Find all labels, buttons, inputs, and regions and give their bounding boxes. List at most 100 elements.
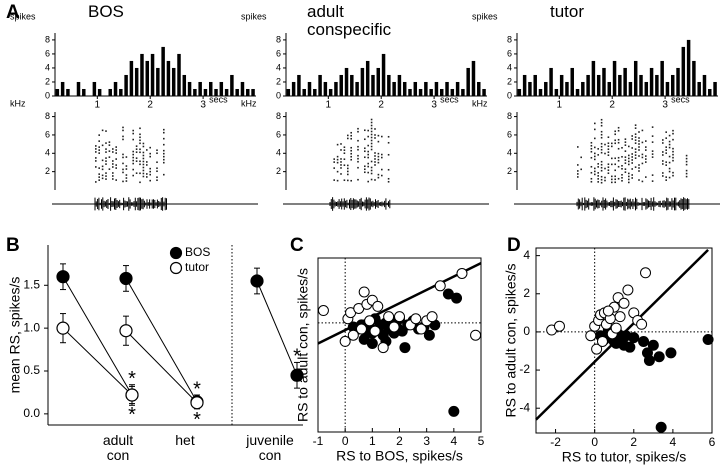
data-point: [665, 347, 677, 359]
spectrogram-dot: [367, 162, 369, 165]
spectrogram-dot: [377, 161, 380, 164]
pair-line: [125, 330, 198, 404]
histogram-bar: [214, 88, 218, 96]
spectrogram-dot: [638, 164, 640, 166]
spectrogram-dot: [101, 177, 104, 180]
histogram-bar: [596, 74, 601, 96]
histogram-bar: [203, 88, 208, 96]
spectrogram-dot: [621, 179, 623, 182]
histogram-bar: [544, 81, 548, 96]
histogram-bar: [559, 74, 564, 96]
histogram-bar: [286, 88, 291, 96]
histogram-bar: [339, 74, 343, 96]
panel-letter: C: [290, 235, 304, 256]
spectrogram-dot: [617, 177, 620, 180]
spectrogram-dot: [594, 173, 596, 176]
y-tick-label: 1.5: [23, 277, 40, 291]
spectrogram-dot: [685, 169, 688, 172]
data-point: [372, 300, 384, 312]
spectrogram-dot: [132, 153, 134, 156]
spectrogram-dot: [350, 146, 352, 149]
histogram-bar: [76, 81, 81, 96]
x-tick-label: 4: [670, 435, 677, 449]
spectrogram-dot: [132, 168, 134, 171]
data-point: [702, 334, 714, 346]
spectrogram-dot: [347, 134, 349, 137]
fit-line: [317, 262, 482, 345]
histogram-bar: [644, 81, 649, 96]
spectrogram-dot: [580, 168, 582, 171]
spectrogram-dot: [685, 160, 688, 163]
spectrogram-dot: [112, 166, 114, 168]
spectrogram-dot: [336, 143, 339, 146]
x-tick-label: 0: [591, 435, 598, 449]
spectrogram-dot: [95, 151, 97, 153]
spectrogram-dot: [665, 164, 667, 166]
x-category-label: juvenile con: [246, 432, 294, 463]
spectrogram-dot: [617, 129, 620, 132]
spectrogram-dot: [98, 146, 100, 148]
data-point: [628, 332, 640, 344]
spectrogram-dot: [651, 141, 654, 143]
data-point: [355, 323, 367, 335]
histogram-bar: [297, 74, 301, 96]
spectrogram-dot: [665, 179, 667, 181]
histogram-bar: [387, 74, 391, 96]
x-tick-label: 2: [147, 100, 153, 111]
spectrogram-dot: [685, 172, 688, 175]
x-axis-label: RS to tutor, spikes/s: [562, 449, 687, 465]
data-point: [434, 280, 446, 292]
y-axis-label: spikes: [10, 11, 36, 21]
pair-line: [256, 280, 298, 376]
spectrogram-dot: [638, 146, 640, 148]
spectrogram-dot: [336, 170, 339, 173]
spectrogram-dot: [149, 146, 151, 149]
spectrogram-dot: [122, 126, 124, 129]
y-tick-label: -2: [519, 362, 530, 376]
spectrogram-dot: [662, 151, 664, 153]
spectrogram-dot: [641, 153, 644, 156]
spectrogram-dot: [357, 160, 359, 163]
histogram-bar: [455, 81, 460, 96]
spectrogram-dot: [590, 177, 593, 180]
y-tick-label: 6: [276, 48, 281, 58]
histogram-bar: [591, 60, 596, 96]
spectrogram-tick-label: 8: [45, 111, 50, 121]
y-axis-label: spikes: [241, 11, 267, 21]
spectrogram-dot: [377, 155, 380, 158]
y-tick-label: 0: [507, 90, 512, 100]
spectrogram-dot: [607, 172, 610, 175]
spectrogram-dot: [614, 142, 616, 145]
histogram-bar: [360, 67, 365, 96]
spectrogram-dot: [638, 167, 640, 169]
spectrogram-dot: [370, 130, 373, 133]
x-tick-label: -2: [550, 435, 561, 449]
histogram-bar: [323, 81, 328, 96]
spectrogram-dot: [370, 127, 373, 130]
spectrogram-dot: [142, 151, 145, 154]
spectrogram-dot: [600, 163, 603, 166]
histogram-bar: [60, 81, 65, 96]
data-point: [423, 329, 435, 341]
spectrogram-dot: [628, 154, 630, 157]
spectrogram-dot: [142, 169, 145, 172]
spectrogram-dot: [139, 151, 141, 154]
histogram-bar: [381, 53, 386, 96]
spectrogram-dot: [594, 158, 596, 161]
histogram-bar: [528, 81, 532, 96]
spectrogram-dot: [333, 161, 335, 163]
spectrogram-dot: [668, 167, 671, 170]
histogram-bar: [623, 67, 627, 96]
data-point: [655, 421, 667, 433]
panel-letter: D: [507, 235, 521, 256]
spectrogram-dot: [364, 165, 366, 168]
spectrogram-dot: [122, 138, 124, 141]
spectrogram-dot: [387, 153, 390, 156]
spectrogram-dot: [135, 151, 138, 153]
spectrogram-dot: [611, 181, 613, 184]
data-point: [426, 311, 438, 323]
spectrogram-dot: [634, 151, 637, 153]
spectrogram-dot: [122, 129, 124, 132]
spectrogram-dot: [651, 135, 654, 137]
data-point: [358, 286, 370, 298]
